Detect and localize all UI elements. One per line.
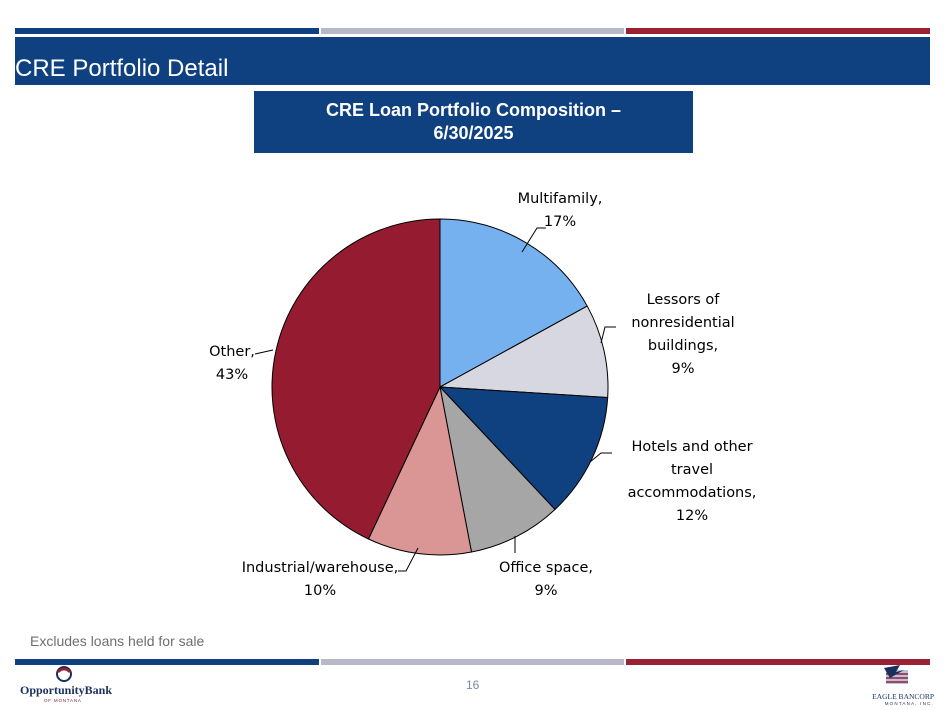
title-bar xyxy=(15,37,930,85)
bottom-stripe-red xyxy=(626,659,930,665)
slice-label-line: travel xyxy=(671,462,713,478)
slice-label-line: buildings, xyxy=(648,338,718,354)
logo-left-brand: OpportunityBank xyxy=(20,683,113,697)
slice-label-line: accommodations, xyxy=(628,485,757,501)
top-stripe-red xyxy=(626,28,930,34)
pie-slice-2 xyxy=(438,305,609,399)
chart-title-line-1: CRE Loan Portfolio Composition – xyxy=(326,100,621,120)
page-number: 16 xyxy=(466,678,480,692)
leader-line-5 xyxy=(398,547,419,572)
slice-label-line: Office space, xyxy=(499,560,593,576)
slice-label-2: Lessors of nonresidential buildings, 9% xyxy=(631,292,734,377)
opportunity-bank-emblem-icon xyxy=(56,666,72,682)
top-stripe-gray xyxy=(321,28,624,34)
logo-right-brand: EAGLE BANCORP xyxy=(872,692,934,701)
logo-left-sub: OF MONTANA xyxy=(44,698,82,703)
pie-slice-4 xyxy=(439,385,556,553)
pie-slice-3 xyxy=(438,386,609,511)
chart-title-line-2: 6/30/2025 xyxy=(433,123,514,143)
eagle-bancorp-logo: EAGLE BANCORP MONTANA, INC. xyxy=(860,664,940,708)
pie-slice-6 xyxy=(271,218,441,540)
slice-label-1: Multifamily, 17% xyxy=(518,191,603,230)
opportunity-bank-logo: OpportunityBank OF MONTANA xyxy=(20,664,120,706)
slice-label-line: Hotels and other xyxy=(631,439,752,455)
slice-label-line: 9% xyxy=(534,583,557,599)
slice-label-line: 12% xyxy=(676,508,708,524)
pie-slice-5 xyxy=(367,385,473,556)
slice-label-line: Multifamily, xyxy=(518,191,603,207)
slide-title: CRE Portfolio Detail xyxy=(15,55,229,82)
slice-label-line: Other, xyxy=(209,344,255,360)
chart-title: CRE Loan Portfolio Composition – 6/30/20… xyxy=(254,91,693,153)
leader-line-2 xyxy=(600,326,616,344)
eagle-flag-icon xyxy=(884,665,908,684)
slice-label-line: Industrial/warehouse, xyxy=(242,560,399,576)
slice-label-4: Office space, 9% xyxy=(499,560,593,599)
slice-label-5: Industrial/warehouse, 10% xyxy=(242,560,399,599)
footnote: Excludes loans held for sale xyxy=(30,633,205,649)
slice-label-line: 9% xyxy=(671,361,694,377)
slice-label-line: 17% xyxy=(544,214,576,230)
leader-line-6 xyxy=(254,349,274,355)
slice-label-line: 10% xyxy=(304,583,336,599)
slice-label-6: Other, 43% xyxy=(209,344,255,383)
leader-line-3 xyxy=(589,452,612,463)
bottom-stripe-navy xyxy=(15,659,319,665)
slice-label-line: nonresidential xyxy=(631,315,734,331)
pie-slice-1 xyxy=(439,218,588,388)
leader-line-1 xyxy=(521,227,546,253)
top-stripe-navy xyxy=(15,28,319,34)
slice-label-line: Lessors of xyxy=(647,292,721,308)
bottom-stripe-gray xyxy=(321,659,624,665)
slice-label-line: 43% xyxy=(216,367,248,383)
slice-label-3: Hotels and other travel accommodations, 12% xyxy=(628,439,757,524)
logo-right-sub: MONTANA, INC. xyxy=(884,701,934,706)
